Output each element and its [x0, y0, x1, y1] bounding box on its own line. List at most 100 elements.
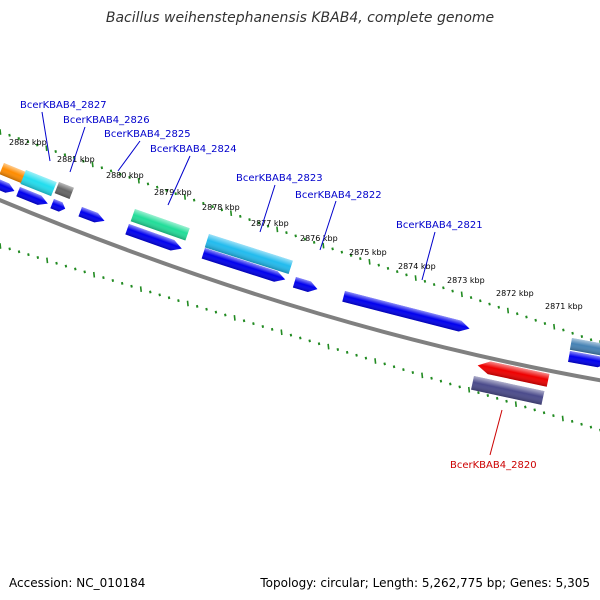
minor-tick: [469, 296, 473, 300]
minor-tick: [242, 319, 246, 323]
cds-gene[interactable]: [342, 291, 471, 334]
major-tick: [280, 329, 283, 336]
minor-tick: [192, 198, 196, 202]
cds-gene[interactable]: [292, 277, 319, 294]
major-tick: [368, 259, 371, 265]
gene-label-bcerkbab4-2821[interactable]: BcerKBAB4_2821: [396, 220, 483, 231]
cds-gene-shading: [0, 178, 15, 193]
minor-tick: [317, 342, 321, 346]
major-tick: [46, 257, 49, 264]
cds-gene[interactable]: [16, 187, 49, 208]
minor-tick: [54, 149, 57, 153]
cds-gene-shading: [292, 277, 318, 292]
minor-tick: [580, 335, 584, 338]
gene-label-bcerkbab4-2823[interactable]: BcerKBAB4_2823: [236, 173, 323, 184]
minor-tick: [299, 336, 302, 340]
scale-label: 2879 kbp: [154, 188, 192, 197]
minor-tick: [355, 353, 358, 357]
accession-text: Accession: NC_010184: [9, 576, 145, 590]
minor-tick: [383, 362, 386, 366]
minor-tick: [224, 313, 227, 317]
minor-tick: [214, 310, 218, 314]
minor-tick: [542, 411, 546, 415]
minor-tick: [562, 328, 565, 332]
cds-gene[interactable]: [568, 351, 600, 369]
major-tick: [91, 161, 94, 168]
gene-label-lines: [41, 111, 503, 456]
minor-tick: [364, 356, 368, 360]
cds-gene[interactable]: [125, 224, 183, 254]
minor-tick: [36, 256, 40, 259]
minor-tick: [336, 348, 340, 351]
gene-label-bcerkbab4-2824[interactable]: BcerKBAB4_2824: [150, 144, 237, 155]
major-tick: [233, 315, 236, 321]
minor-tick: [451, 289, 454, 293]
gene-label-bcerkbab4-2826[interactable]: BcerKBAB4_2826: [63, 115, 150, 126]
minor-tick: [285, 231, 288, 235]
major-tick: [183, 194, 187, 200]
minor-tick: [303, 237, 307, 241]
minor-tick: [488, 302, 491, 306]
cds-gene[interactable]: [0, 178, 16, 196]
scale-label: 2882 kbp: [9, 138, 47, 147]
minor-tick: [220, 208, 224, 212]
major-tick: [467, 386, 471, 393]
minor-tick: [109, 169, 113, 173]
orange-feature[interactable]: [0, 163, 27, 184]
steelblue-feature[interactable]: [569, 338, 600, 357]
red-gene-bcerkbab4-2820[interactable]: [476, 359, 550, 387]
minor-tick: [149, 290, 152, 294]
minor-tick: [205, 307, 208, 311]
green-feature[interactable]: [130, 209, 190, 241]
slate-feature-shading: [471, 376, 545, 405]
gene-label-bcerkbab4-2827[interactable]: BcerKBAB4_2827: [20, 100, 107, 111]
slate-feature[interactable]: [471, 376, 545, 405]
minor-tick: [252, 322, 255, 326]
gray-feature[interactable]: [54, 182, 74, 199]
gene-label-bcerkbab4-2820[interactable]: BcerKBAB4_2820: [450, 460, 537, 471]
cds-gene-shading: [201, 248, 286, 282]
cds-gene[interactable]: [201, 248, 287, 285]
feature-layer: [0, 163, 600, 405]
minor-tick: [312, 240, 316, 244]
leader-line: [69, 126, 86, 173]
minor-tick: [202, 201, 205, 205]
minor-tick: [432, 283, 436, 287]
minor-tick: [439, 379, 443, 383]
gene-label-bcerkbab4-2822[interactable]: BcerKBAB4_2822: [295, 190, 382, 201]
minor-tick: [248, 218, 251, 222]
minor-tick: [349, 253, 353, 257]
minor-tick: [257, 221, 261, 225]
cds-gene[interactable]: [50, 199, 67, 213]
orange-feature-shading: [0, 163, 27, 184]
scale-labels: 2882 kbp 2881 kbp 2880 kbp 2879 kbp 2878…: [9, 138, 583, 311]
minor-tick: [83, 270, 86, 274]
gene-label-bcerkbab4-2825[interactable]: BcerKBAB4_2825: [104, 129, 191, 140]
minor-tick: [486, 394, 490, 397]
map-title: Bacillus weihenstephanensis KBAB4, compl…: [106, 10, 494, 26]
cyan-feature-shading: [20, 170, 57, 197]
major-tick: [92, 271, 96, 278]
leader-line: [259, 184, 276, 233]
minor-tick: [289, 333, 293, 337]
leader-line: [421, 231, 436, 281]
minor-tick: [580, 422, 583, 426]
minor-tick: [533, 408, 536, 412]
major-tick: [327, 343, 330, 350]
leader-line: [489, 409, 503, 456]
minor-tick: [477, 391, 480, 395]
minor-tick: [495, 396, 499, 400]
minor-tick: [130, 284, 133, 288]
cds-gene[interactable]: [78, 207, 106, 226]
minor-tick: [120, 281, 124, 285]
cyan-feature[interactable]: [20, 170, 57, 197]
skyblue-feature[interactable]: [204, 234, 293, 275]
minor-tick: [8, 247, 11, 251]
minor-tick: [497, 305, 501, 309]
minor-tick: [402, 368, 405, 372]
scale-label: 2871 kbp: [545, 302, 583, 311]
major-tick: [561, 415, 564, 422]
minor-tick: [377, 263, 381, 267]
major-tick: [186, 300, 189, 307]
